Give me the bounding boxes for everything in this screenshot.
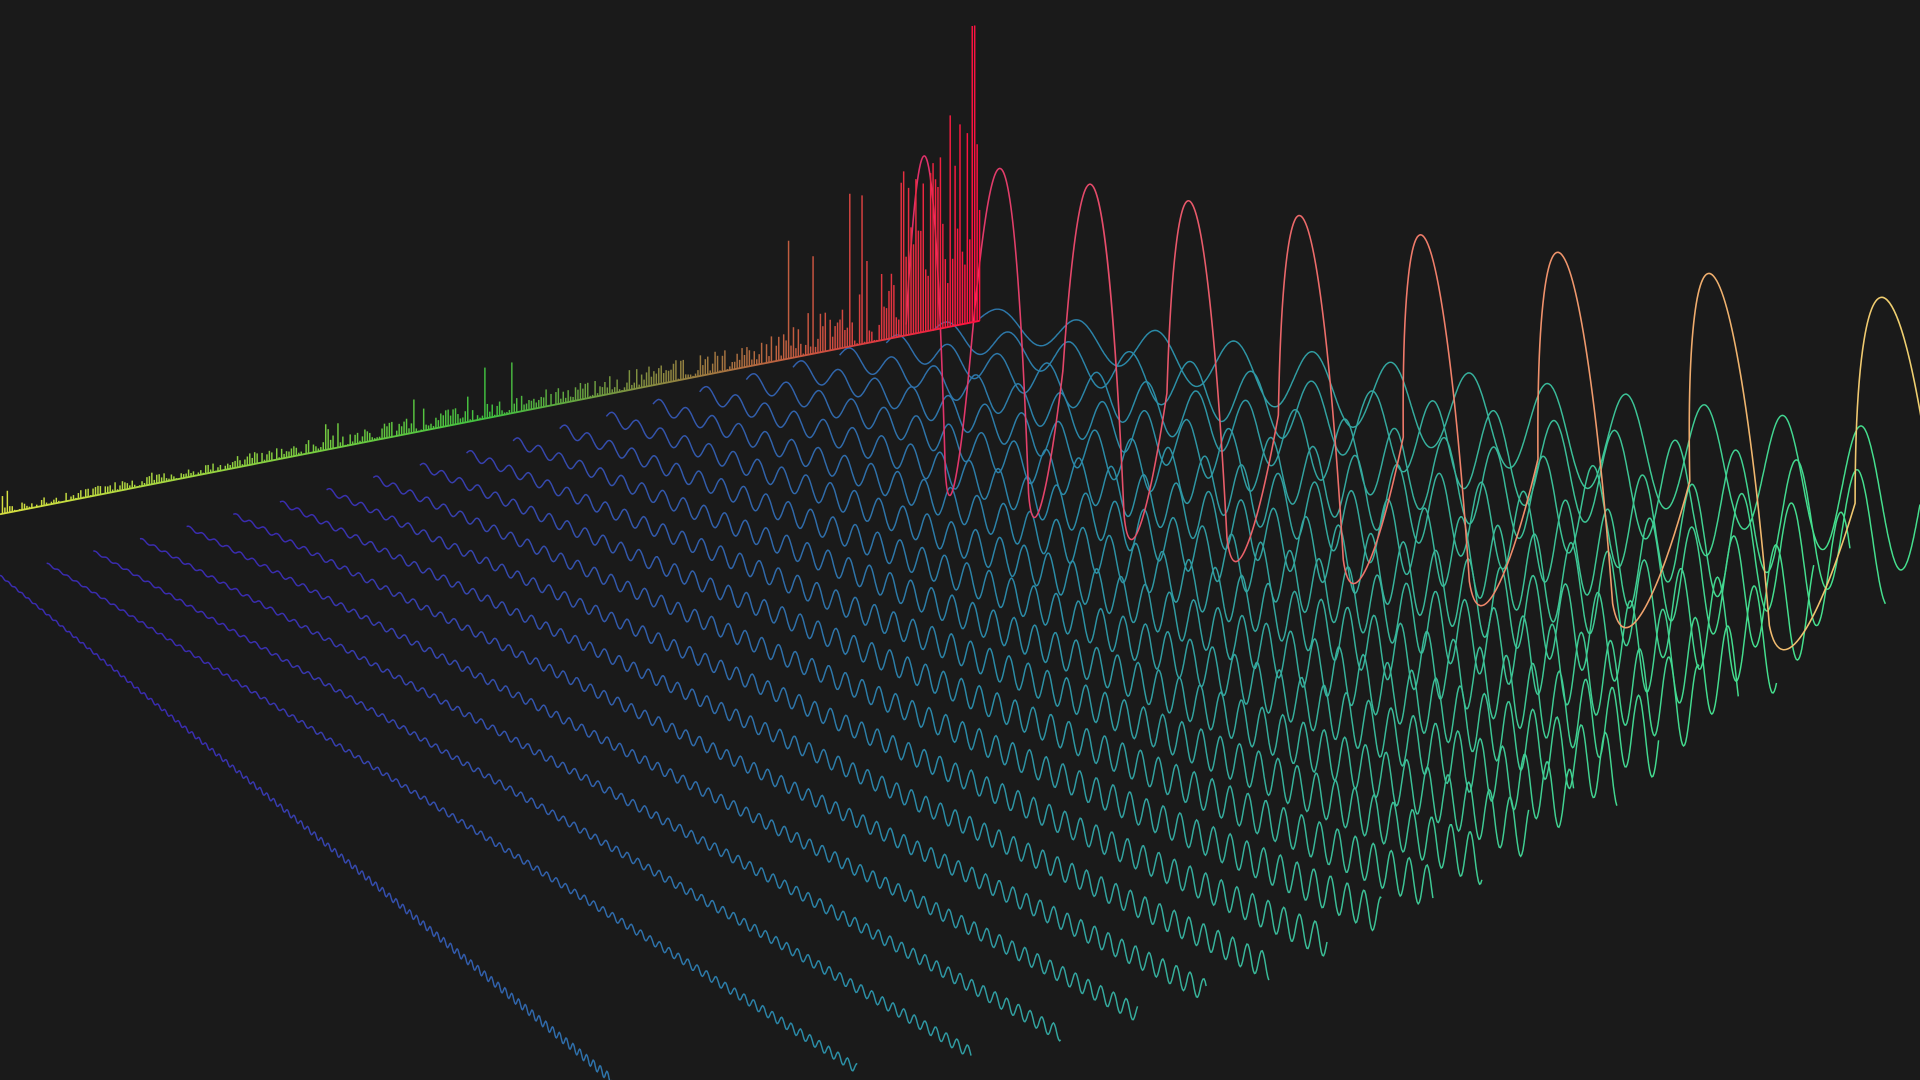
wave-lines (0, 155, 1920, 1080)
wave-line (512, 437, 1530, 858)
wave-line (932, 321, 1887, 605)
wave-line (699, 385, 1700, 748)
wave-line (279, 500, 1270, 981)
wave-line (745, 372, 1740, 716)
wave-line (652, 398, 1660, 778)
wave-line (839, 347, 1815, 661)
wave-line (139, 537, 1062, 1042)
wave-line (0, 574, 613, 1080)
wave-line (372, 475, 1382, 932)
wave-line (792, 360, 1778, 694)
wave-line (559, 424, 1575, 829)
wave-line (605, 411, 1618, 806)
top-wave (905, 155, 1920, 651)
wave-line (979, 308, 1920, 571)
wave-line (326, 487, 1328, 957)
wave-line (93, 550, 972, 1056)
wave-line (419, 462, 1434, 906)
wave-line (46, 562, 858, 1072)
wave-line (466, 450, 1483, 886)
wave-line (233, 513, 1207, 999)
wave-line (186, 525, 1139, 1021)
spectrum (0, 25, 981, 516)
